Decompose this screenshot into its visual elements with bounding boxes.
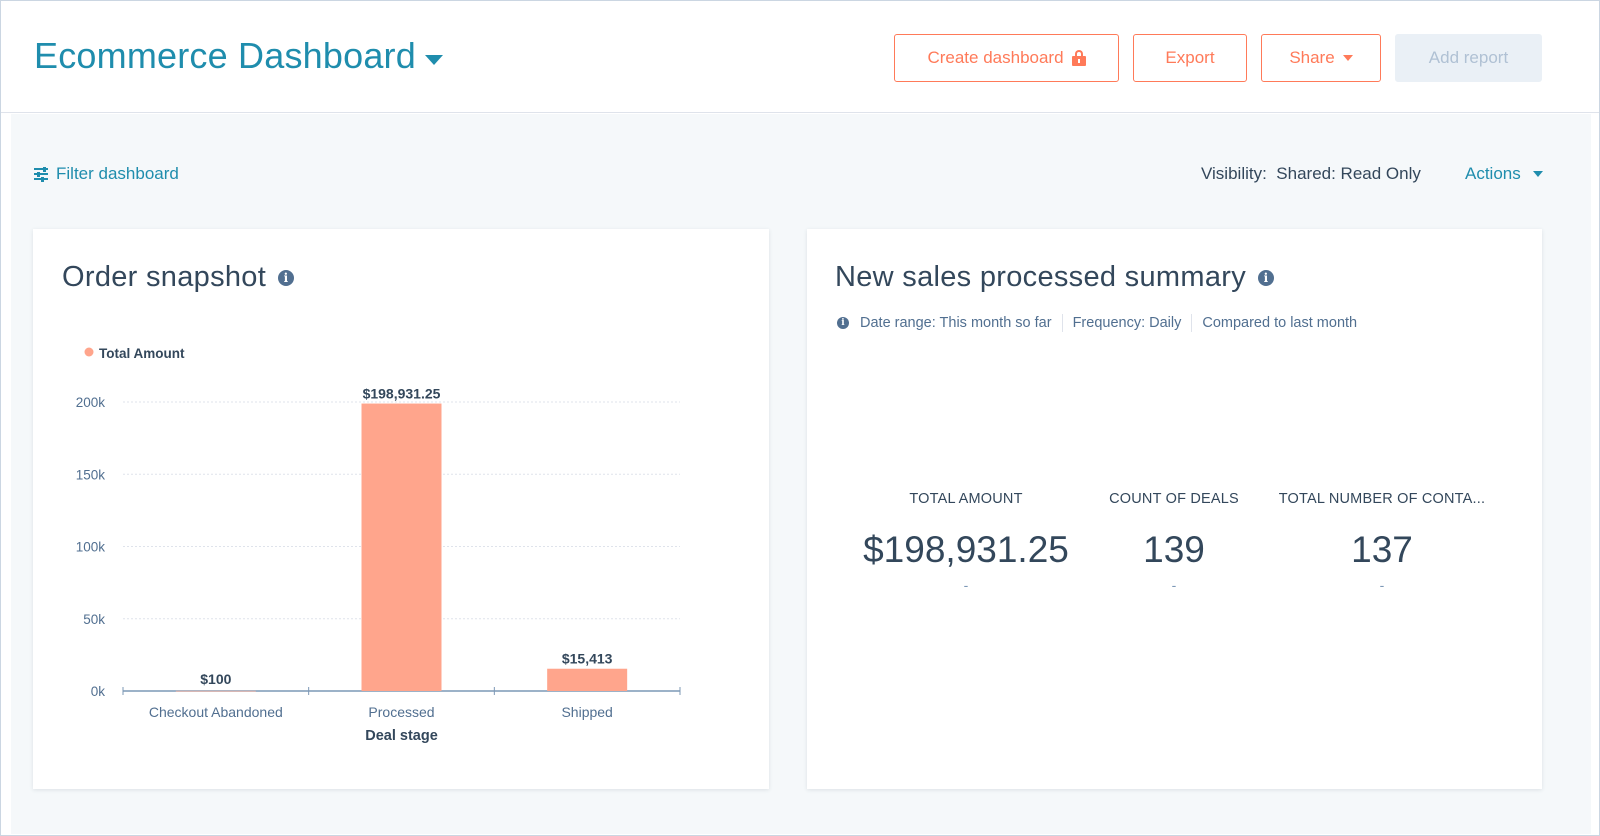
visibility-status: Visibility: Shared: Read Only — [1201, 164, 1421, 184]
share-button[interactable]: Share — [1261, 34, 1381, 82]
dashboard-title[interactable]: Ecommerce Dashboard — [34, 35, 416, 76]
info-icon: i — [837, 317, 849, 329]
x-axis-title: Deal stage — [365, 728, 438, 744]
kpi-label: COUNT OF DEALS — [1109, 491, 1239, 507]
date-range: Date range: This month so far — [860, 315, 1052, 331]
export-label: Export — [1165, 48, 1215, 67]
visibility-label: Visibility: — [1201, 164, 1267, 183]
frequency: Frequency: Daily — [1072, 315, 1182, 331]
sales-summary-title-row: New sales processed summary i — [835, 261, 1275, 294]
bar — [547, 668, 628, 691]
x-tick-label: Processed — [368, 704, 434, 720]
order-snapshot-chart: Total Amount 0k 50k 100k 150k 200k $100 Checkou… — [76, 346, 681, 744]
share-label: Share — [1289, 48, 1335, 67]
create-dashboard-label: Create dashboard — [927, 48, 1064, 67]
kpi-change: - — [963, 577, 969, 593]
filter-sliders-icon — [34, 167, 48, 182]
filter-dashboard-label: Filter dashboard — [56, 164, 179, 183]
dashboard-header: Ecommerce Dashboard Create dashboard Exp… — [1, 1, 1599, 113]
actions-label: Actions — [1465, 164, 1521, 183]
y-tick-label: 0k — [91, 684, 106, 699]
chevron-down-icon — [1532, 171, 1543, 177]
divider — [1061, 314, 1063, 332]
divider — [1191, 314, 1193, 332]
actions-dropdown[interactable]: Actions — [1465, 164, 1543, 184]
info-icon[interactable]: i — [278, 269, 295, 286]
legend-label: Total Amount — [99, 346, 185, 361]
kpi-change: - — [1171, 577, 1177, 593]
info-icon[interactable]: i — [1258, 269, 1275, 286]
lock-icon — [1071, 50, 1086, 66]
bar — [175, 690, 256, 692]
kpi-total-amount: TOTAL AMOUNT $198,931.25 - — [861, 491, 1071, 593]
y-tick-label: 150k — [76, 467, 106, 482]
kpi-total-contacts: TOTAL NUMBER OF CONTA... 137 - — [1277, 491, 1487, 593]
kpi-change: - — [1379, 577, 1385, 593]
sales-summary-title: New sales processed summary — [835, 261, 1247, 293]
kpi-count-of-deals: COUNT OF DEALS 139 - — [1069, 491, 1279, 593]
add-report-label: Add report — [1428, 48, 1509, 67]
add-report-button[interactable]: Add report — [1395, 34, 1542, 82]
caret-down-icon — [1342, 55, 1353, 61]
chevron-down-icon[interactable] — [425, 55, 443, 65]
order-snapshot-title: Order snapshot — [62, 261, 267, 293]
y-tick-label: 100k — [76, 540, 106, 555]
legend-swatch — [84, 347, 94, 357]
kpi-value: 137 — [1351, 529, 1413, 570]
kpi-label: TOTAL NUMBER OF CONTA... — [1278, 491, 1486, 507]
report-meta: i Date range: This month so far Frequenc… — [837, 314, 1357, 332]
kpi-label: TOTAL AMOUNT — [909, 491, 1023, 507]
data-label: $198,931.25 — [363, 386, 441, 402]
order-snapshot-card: Order snapshot i Total Amount 0k 50k 100k 15… — [33, 229, 769, 789]
y-tick-label: 50k — [83, 612, 105, 627]
x-tick-label: Checkout Abandoned — [149, 704, 283, 720]
bar — [361, 403, 442, 691]
x-tick-label: Shipped — [561, 704, 612, 720]
y-tick-label: 200k — [76, 395, 106, 410]
kpi-value: 139 — [1143, 529, 1205, 570]
kpi-value: $198,931.25 — [863, 529, 1069, 570]
filter-dashboard-link[interactable]: Filter dashboard — [34, 164, 179, 184]
visibility-value: Shared: Read Only — [1276, 164, 1421, 183]
data-label: $15,413 — [562, 651, 613, 667]
order-snapshot-title-row: Order snapshot i — [62, 261, 295, 294]
export-button[interactable]: Export — [1133, 34, 1247, 82]
create-dashboard-button[interactable]: Create dashboard — [894, 34, 1119, 82]
sales-summary-card: New sales processed summary i — [807, 229, 1542, 789]
data-label: $100 — [200, 671, 231, 687]
comparison: Compared to last month — [1202, 315, 1358, 331]
